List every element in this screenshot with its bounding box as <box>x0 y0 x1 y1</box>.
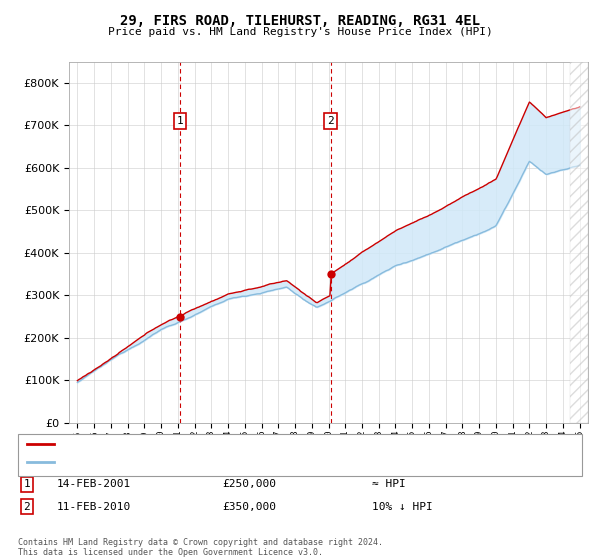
Text: ≈ HPI: ≈ HPI <box>372 479 406 489</box>
Text: 1: 1 <box>176 116 183 126</box>
Text: 14-FEB-2001: 14-FEB-2001 <box>57 479 131 489</box>
Text: Price paid vs. HM Land Registry's House Price Index (HPI): Price paid vs. HM Land Registry's House … <box>107 27 493 37</box>
Text: 11-FEB-2010: 11-FEB-2010 <box>57 502 131 512</box>
Text: HPI: Average price, detached house, West Berkshire: HPI: Average price, detached house, West… <box>57 457 351 467</box>
Text: £350,000: £350,000 <box>222 502 276 512</box>
Text: 2: 2 <box>23 502 31 512</box>
Text: 10% ↓ HPI: 10% ↓ HPI <box>372 502 433 512</box>
Text: 29, FIRS ROAD, TILEHURST, READING, RG31 4EL: 29, FIRS ROAD, TILEHURST, READING, RG31 … <box>120 14 480 28</box>
Text: Contains HM Land Registry data © Crown copyright and database right 2024.
This d: Contains HM Land Registry data © Crown c… <box>18 538 383 557</box>
Text: £250,000: £250,000 <box>222 479 276 489</box>
Text: 2: 2 <box>327 116 334 126</box>
Text: 29, FIRS ROAD, TILEHURST, READING, RG31 4EL (detached house): 29, FIRS ROAD, TILEHURST, READING, RG31 … <box>57 439 409 449</box>
Text: 1: 1 <box>23 479 31 489</box>
